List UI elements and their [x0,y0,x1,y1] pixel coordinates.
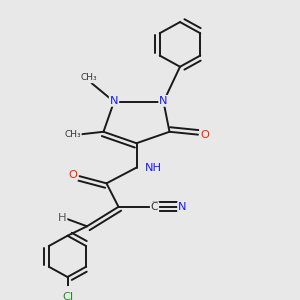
Text: N: N [110,96,118,106]
Text: O: O [68,170,77,180]
Text: N: N [159,96,168,106]
Text: Cl: Cl [62,292,73,300]
Text: NH: NH [144,163,162,172]
Text: O: O [200,130,209,140]
Text: CH₃: CH₃ [81,74,98,82]
Text: C: C [151,202,158,212]
Text: CH₃: CH₃ [64,130,81,139]
Text: H: H [58,213,66,223]
Text: N: N [178,202,187,212]
